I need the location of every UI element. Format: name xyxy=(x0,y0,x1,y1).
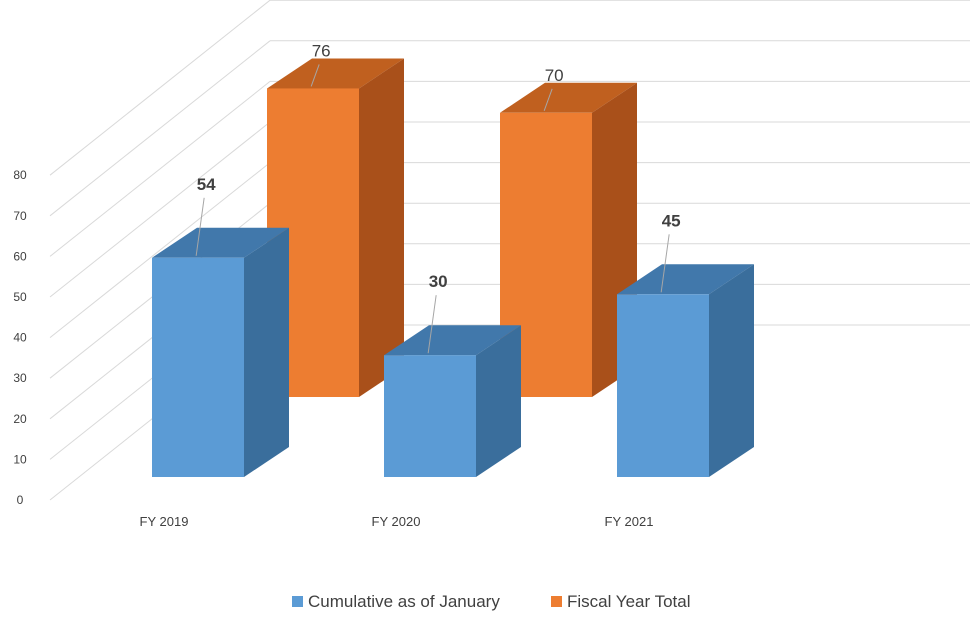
bar-cumulative-january xyxy=(384,325,521,477)
legend-swatch xyxy=(551,596,562,607)
bar-cumulative-january xyxy=(152,227,289,477)
y-axis-ticks: 0 10 20 30 40 50 60 70 80 xyxy=(13,168,27,507)
front-series-bars xyxy=(152,227,754,477)
data-label: 70 xyxy=(545,66,564,85)
bar-front-face xyxy=(152,257,244,477)
gridline-diagonal xyxy=(49,0,271,176)
bar-side-face xyxy=(244,227,289,477)
bar-top-face xyxy=(384,325,521,356)
bar-fiscal-year-total xyxy=(500,82,637,398)
data-label-leader xyxy=(543,88,553,111)
y-tick-label: 30 xyxy=(13,371,27,385)
bar-top-face xyxy=(500,82,637,113)
data-label: 45 xyxy=(662,211,681,230)
data-label: 76 xyxy=(312,41,331,60)
y-tick-label: 0 xyxy=(17,493,24,507)
bar-top-face xyxy=(267,58,404,89)
legend-label: Cumulative as of January xyxy=(308,592,500,611)
gridline-diagonal xyxy=(49,81,271,257)
bar-top-face xyxy=(617,264,754,295)
legend: Cumulative as of January Fiscal Year Tota… xyxy=(292,592,690,611)
data-label-leader xyxy=(427,295,437,354)
x-category-label: FY 2020 xyxy=(372,514,421,529)
gridline-diagonal xyxy=(49,40,271,217)
y-tick-label: 80 xyxy=(13,168,27,182)
y-tick-label: 50 xyxy=(13,290,27,304)
data-label-leader xyxy=(310,64,320,87)
legend-swatch xyxy=(292,596,303,607)
x-category-label: FY 2019 xyxy=(140,514,189,529)
data-label-leader xyxy=(195,197,205,256)
data-label: 54 xyxy=(197,175,216,194)
y-tick-label: 70 xyxy=(13,209,27,223)
legend-label: Fiscal Year Total xyxy=(567,592,690,611)
bar-top-face xyxy=(152,227,289,258)
data-labels: 76 70 54 30 45 xyxy=(195,41,681,354)
bar-front-face xyxy=(617,294,709,477)
bar-side-face xyxy=(359,58,404,397)
bar-cumulative-january xyxy=(617,264,754,477)
y-tick-label: 10 xyxy=(13,452,27,466)
y-tick-label: 40 xyxy=(13,331,27,345)
x-axis-categories: FY 2019 FY 2020 FY 2021 xyxy=(140,514,654,529)
y-tick-label: 20 xyxy=(13,412,27,426)
bar-front-face xyxy=(384,355,476,477)
bar-side-face xyxy=(476,325,521,477)
y-tick-label: 60 xyxy=(13,249,27,263)
gridline-diagonal xyxy=(49,121,271,298)
data-label-leader xyxy=(660,234,670,293)
gridline-diagonal xyxy=(49,162,271,338)
bar-side-face xyxy=(709,264,754,477)
x-category-label: FY 2021 xyxy=(605,514,654,529)
data-label: 30 xyxy=(429,272,448,291)
